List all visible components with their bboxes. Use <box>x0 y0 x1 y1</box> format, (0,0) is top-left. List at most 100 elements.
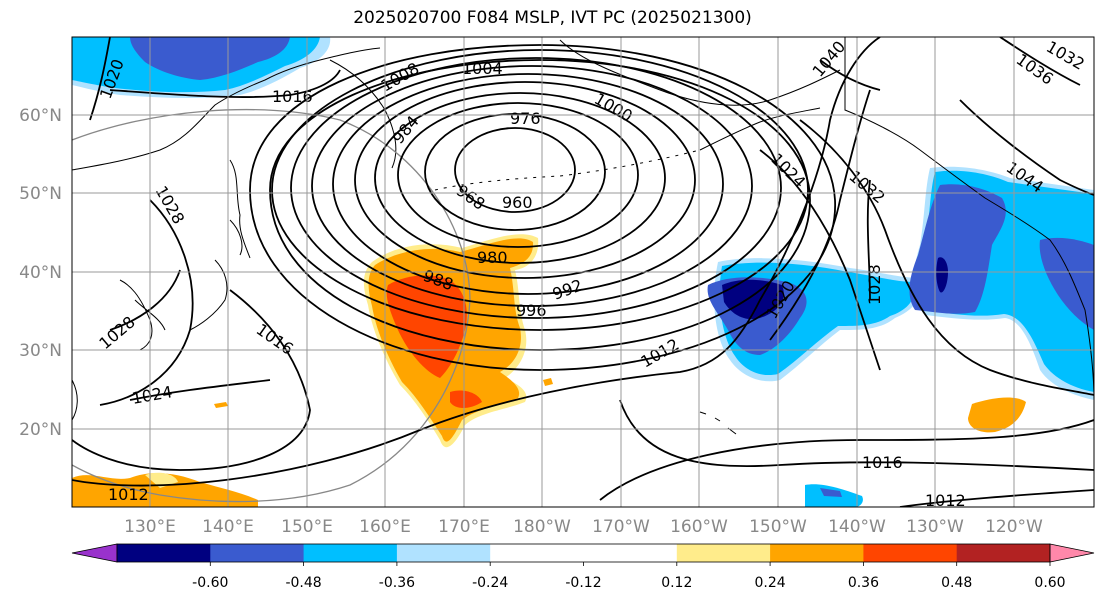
isobar-1024-a <box>129 379 271 401</box>
ivt-plume-west-red-2 <box>450 390 482 408</box>
isobar-1032 <box>799 119 1094 396</box>
isobar-label: 1028 <box>865 264 884 305</box>
lat-tick-label: 60°N <box>19 106 62 126</box>
lon-tick-label: 180°W <box>513 517 571 537</box>
ivt-north-blue-dark <box>130 37 290 80</box>
isobar-label: 968 <box>453 181 489 214</box>
lon-tick-label: 160°W <box>670 517 728 537</box>
isobar-label: 1012 <box>108 485 149 504</box>
ivt-south-blue-mid <box>820 488 842 497</box>
isobar-968 <box>424 113 606 231</box>
ivt-coast-blue <box>1039 237 1094 330</box>
isobar-label: 1028 <box>95 312 138 353</box>
isobar-984 <box>354 81 696 279</box>
isobar-label: 1032 <box>845 167 888 208</box>
lat-tick-label: 40°N <box>19 263 62 283</box>
lon-tick-label: 130°W <box>906 517 964 537</box>
colorbar-segment <box>956 544 1051 562</box>
coast-hawaii <box>699 411 737 435</box>
isobar-1012-c <box>899 489 1094 507</box>
colorbar-tick-label: 0.36 <box>848 575 879 591</box>
lon-tick-label: 150°E <box>281 517 333 537</box>
lon-tick-label: 150°W <box>749 517 807 537</box>
lon-tick-label: 160°E <box>359 517 411 537</box>
colorbar-segment <box>210 544 305 562</box>
isobar-1028-a <box>109 269 181 331</box>
isobar-1020-c <box>99 199 194 406</box>
isobar-1012-b <box>599 419 1094 501</box>
colorbar-tick-label: -0.12 <box>565 575 601 591</box>
colorbar-segment <box>676 544 771 562</box>
colorbar-tick-label: -0.36 <box>379 575 415 591</box>
colorbar-extend-high <box>1049 543 1095 563</box>
colorbar-segment <box>117 544 211 562</box>
isobar-label: 1016 <box>862 453 903 472</box>
isobar-label: 1016 <box>272 87 313 106</box>
ivt-small-orange-2 <box>543 378 553 386</box>
isobar-988 <box>332 73 724 295</box>
lon-tick-label: 140°W <box>828 517 886 537</box>
isobar-980 <box>374 92 666 264</box>
coast-japan <box>189 219 243 331</box>
isobars <box>72 37 1094 507</box>
isobar-label: 976 <box>510 109 541 128</box>
isobar-1004 <box>269 59 811 351</box>
ivt-east-orange <box>968 397 1026 433</box>
colorbar-tick-label: 0.24 <box>755 575 786 591</box>
map-title: 2025020700 F084 MSLP, IVT PC (2025021300… <box>353 8 752 28</box>
lon-tick-label: 170°W <box>592 517 650 537</box>
isobar-label: 992 <box>550 275 585 303</box>
colorbar-tick-label: 0.12 <box>661 575 692 591</box>
map-frame <box>71 36 1095 508</box>
isobar-label: 1004 <box>462 59 503 78</box>
lat-tick-label: 30°N <box>19 341 62 361</box>
isobar-1000 <box>271 49 809 331</box>
ivt-positive-shading <box>72 234 1026 507</box>
lat-tick-label: 50°N <box>19 184 62 204</box>
isobar-1012-a <box>72 37 881 487</box>
colorbar-tick-label: -0.24 <box>472 575 508 591</box>
isobar-992 <box>311 65 753 307</box>
isobar-label: 1024 <box>130 382 173 408</box>
isobar-1020-b <box>89 37 111 121</box>
isobar-label: 996 <box>516 301 547 320</box>
colorbar-segment <box>770 544 864 562</box>
isobar-1024-b <box>759 149 881 371</box>
lon-tick-label: 130°E <box>124 517 176 537</box>
isobar-1016-b <box>619 399 1094 471</box>
ivt-east-blue-mid <box>909 184 1006 314</box>
colorbar <box>71 543 1095 563</box>
isobar-label: 960 <box>502 193 533 212</box>
colorbar-segment <box>303 544 398 562</box>
lat-labels: 60°N 50°N 40°N 30°N 20°N <box>19 106 62 440</box>
colorbar-tick-label: -0.60 <box>192 575 228 591</box>
coast-alaska <box>559 39 841 151</box>
colorbar-segment <box>583 544 678 562</box>
colorbar-extend-low <box>71 543 118 563</box>
isobar-label: 1028 <box>152 183 189 228</box>
ivt-east-blue-dark <box>936 257 948 293</box>
isobar-996 <box>290 57 782 319</box>
lon-labels: 130°E 140°E 150°E 160°E 170°E 180°W 170°W 160°W… <box>124 517 1043 537</box>
lon-tick-label: 120°W <box>985 517 1043 537</box>
colorbar-tick-label: 0.60 <box>1034 575 1065 591</box>
isobar-1008 <box>249 44 836 371</box>
colorbar-tick-label: 0.48 <box>941 575 972 591</box>
isobar-1036 <box>999 37 1081 86</box>
isobar-976 <box>397 102 639 248</box>
colorbar-segment <box>396 544 491 562</box>
ivt-southwest-orange <box>72 473 258 507</box>
colorbar-segment <box>490 544 584 562</box>
isobar-1040 <box>819 59 881 91</box>
lat-tick-label: 20°N <box>19 420 62 440</box>
isobar-label: 1024 <box>767 149 809 191</box>
isobar-1016-c <box>109 69 341 98</box>
isobar-label: 980 <box>477 248 508 267</box>
isobar-1016-a <box>72 289 311 471</box>
colorbar-tick-label: -0.48 <box>285 575 321 591</box>
ivt-plume-west-red <box>386 275 467 378</box>
ivt-small-orange-1 <box>214 402 228 408</box>
colorbar-segment <box>863 544 958 562</box>
isobar-label: 1016 <box>253 320 297 359</box>
